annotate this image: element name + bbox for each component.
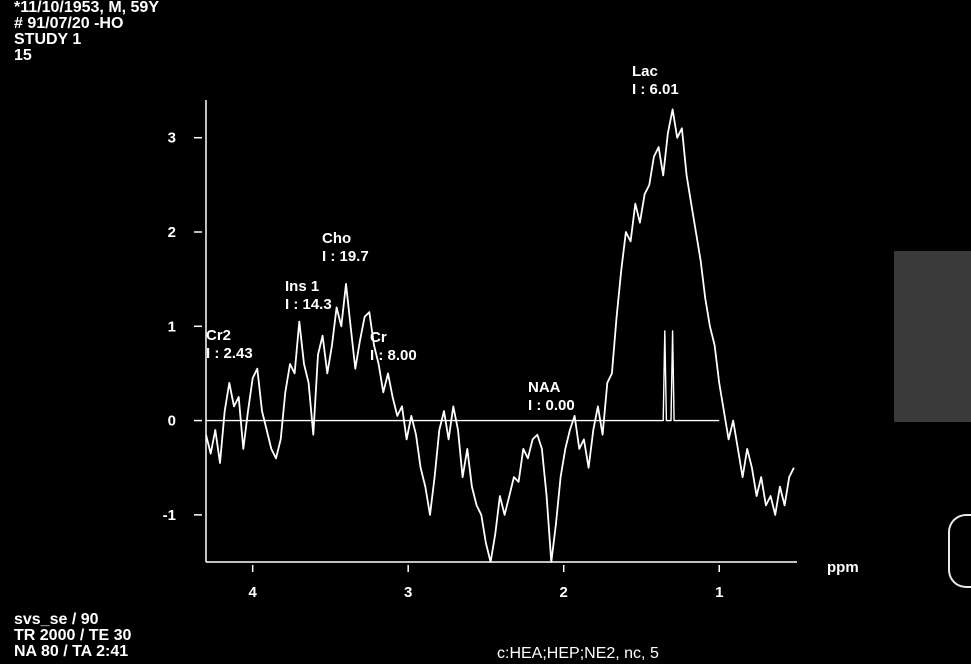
patient-info: *11/10/1953, M, 59Y # 91/07/20 -HO STUDY… [14, 0, 159, 64]
peak-label-name: Lac [632, 63, 658, 80]
x-tick-label: 2 [560, 584, 568, 601]
peak-label-value: I : 2.43 [206, 345, 253, 362]
peak-label-name: Cho [322, 230, 351, 247]
spectrum-line [205, 108, 795, 563]
x-tick-label: 4 [248, 584, 257, 601]
chart-series [205, 108, 795, 563]
y-tick-label: 1 [168, 318, 176, 335]
y-tick-label: 3 [168, 130, 176, 147]
peak-label-value: I : 8.00 [370, 347, 417, 364]
peak-label-value: I : 19.7 [322, 248, 369, 265]
peak-label-name: Cr [370, 329, 387, 346]
tr-te: TR 2000 / TE 30 [14, 627, 132, 644]
peak-label-value: I : 6.01 [632, 81, 679, 98]
coil-info: c:HEA;HEP;NE2, nc, 5 [497, 645, 659, 662]
peak-label-name: NAA [528, 379, 561, 396]
fit-baseline-line [206, 330, 720, 422]
peak-label-value: I : 14.3 [285, 296, 332, 313]
x-tick-label: 1 [715, 584, 723, 601]
study-label: STUDY 1 [14, 31, 82, 48]
peak-label-name: Ins 1 [285, 278, 319, 295]
side-image-panel [894, 251, 971, 422]
chart-axes: 3 2 1 0 -1 4 3 2 1 ppm [163, 100, 859, 601]
y-tick-label: 2 [168, 224, 176, 241]
localizer-thumbnail-icon [948, 514, 971, 588]
peak-label-value: I : 0.00 [528, 397, 575, 414]
y-tick-label: -1 [163, 507, 176, 524]
peak-label-name: Cr2 [206, 327, 231, 344]
exam-id: # 91/07/20 -HO [14, 15, 124, 32]
sequence-name: svs_se / 90 [14, 611, 99, 628]
x-axis-label: ppm [827, 559, 859, 576]
na-ta: NA 80 / TA 2:41 [14, 643, 129, 660]
sequence-info: svs_se / 90 TR 2000 / TE 30 NA 80 / TA 2… [14, 612, 131, 660]
y-tick-label: 0 [168, 413, 176, 430]
patient-dob-sex-age: *11/10/1953, M, 59Y [14, 0, 159, 16]
x-tick-label: 3 [404, 584, 412, 601]
image-number: 15 [14, 47, 32, 64]
